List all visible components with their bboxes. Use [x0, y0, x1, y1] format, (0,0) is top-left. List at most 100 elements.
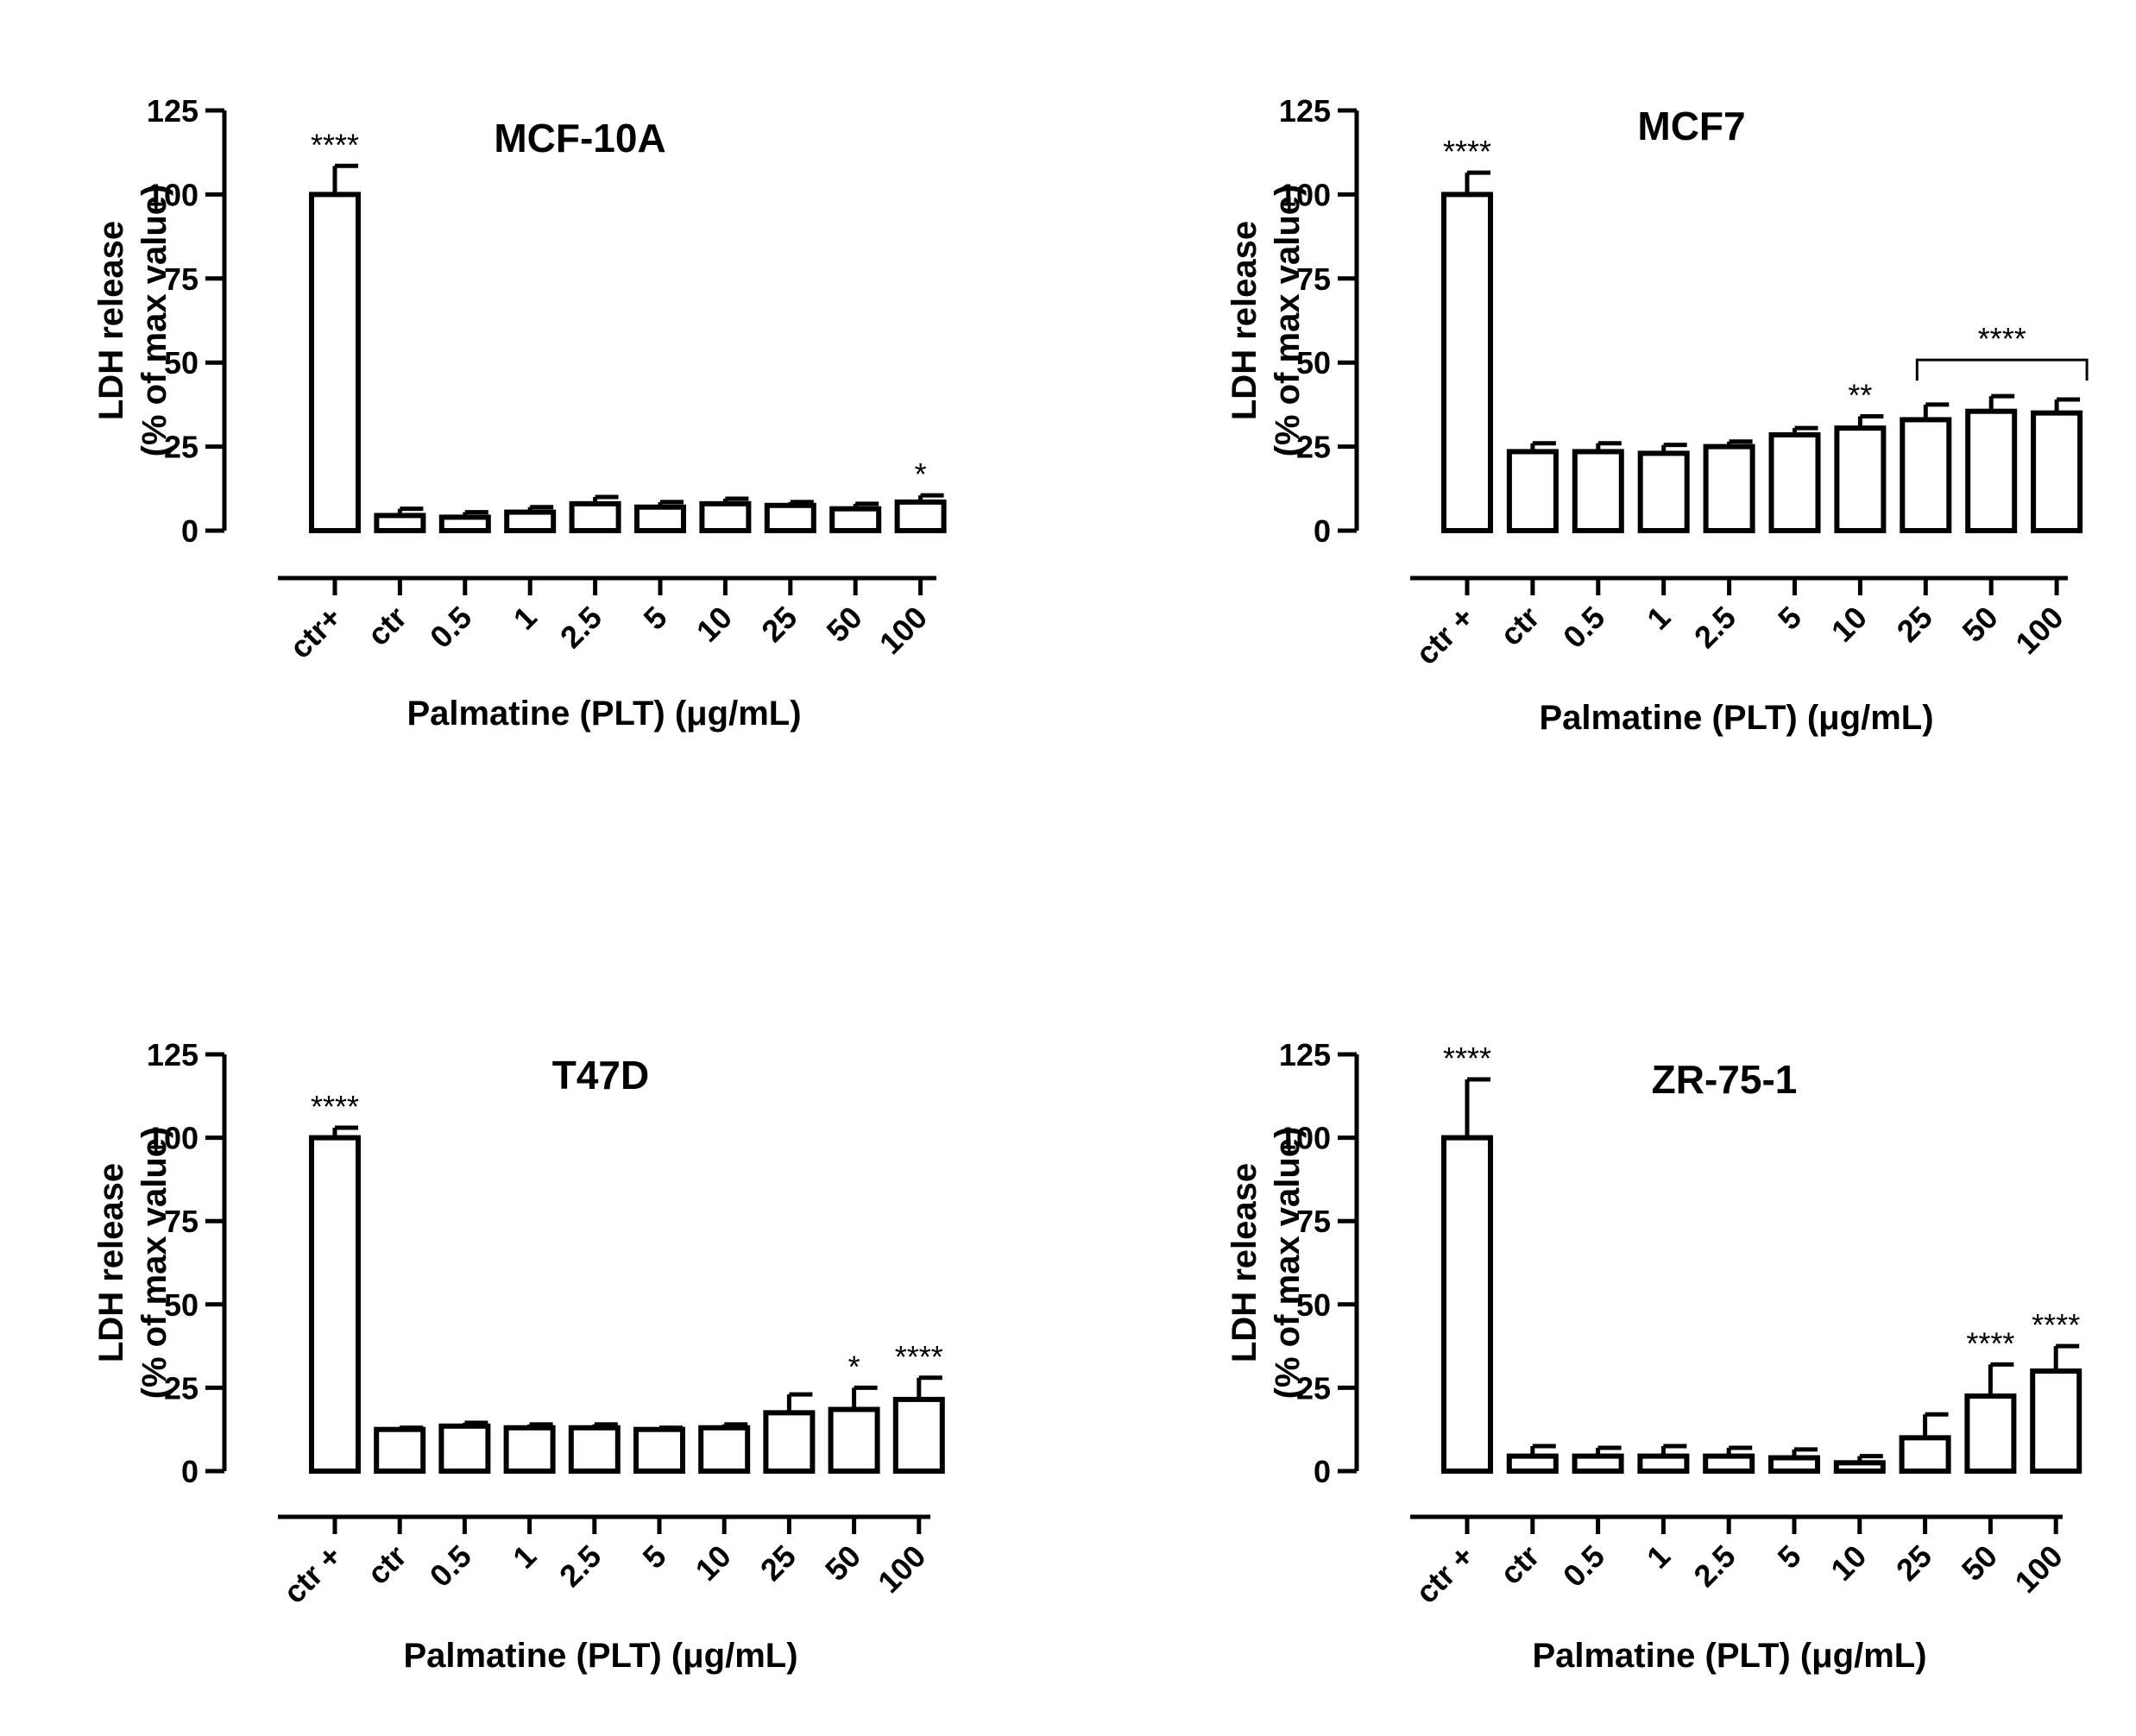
x-tick-label: 0.5	[1556, 1538, 1611, 1594]
bar	[1506, 1453, 1559, 1475]
bar	[2030, 1368, 2082, 1474]
significance-label: ****	[2032, 1307, 2080, 1343]
chart-title: MCF-10A	[494, 116, 665, 160]
y-tick-label: 100	[1279, 1121, 1331, 1156]
bar	[1506, 449, 1559, 533]
bar	[1768, 431, 1821, 533]
bar	[309, 192, 361, 533]
y-axis-title-line2: (% of max value)	[135, 1127, 173, 1399]
x-tick-label: 5	[1771, 600, 1808, 637]
y-tick-label: 50	[1296, 1287, 1331, 1323]
bar	[699, 500, 752, 533]
y-tick-label: 75	[1296, 261, 1331, 297]
significance-bracket	[1915, 358, 2089, 381]
bar	[1703, 443, 1755, 533]
y-axis-title: LDH release	[92, 1163, 130, 1362]
x-tick-label: ctr +	[1408, 600, 1480, 671]
chart-title: MCF7	[1637, 104, 1745, 148]
y-tick-label: 50	[164, 1287, 198, 1323]
bar	[763, 1410, 816, 1475]
significance-label: ****	[1443, 1041, 1491, 1076]
y-tick-label: 75	[164, 1204, 198, 1239]
bar	[503, 1425, 556, 1474]
y-tick-label: 25	[1296, 430, 1331, 465]
x-tick-label: ctr +	[1408, 1538, 1480, 1610]
significance-label: ****	[1443, 134, 1491, 169]
significance-label: **	[1848, 378, 1872, 413]
x-tick-label: 10	[1824, 1538, 1873, 1588]
x-tick-label: 50	[820, 600, 869, 649]
y-tick-label: 0	[1314, 1454, 1331, 1489]
x-tick-label: ctr	[1493, 600, 1547, 653]
x-axis-title: Palmatine (PLT) (μg/mL)	[1539, 699, 1933, 737]
bar	[1900, 417, 1952, 533]
bar	[828, 1406, 880, 1474]
x-tick-label: 10	[1824, 600, 1874, 649]
bar	[764, 502, 816, 534]
x-axis-title: Palmatine (PLT) (μg/mL)	[1532, 1637, 1926, 1675]
y-axis-title: LDH release	[92, 221, 130, 420]
bar	[1441, 1135, 1493, 1474]
x-tick-label: ctr	[360, 1538, 413, 1592]
chart-title: ZR-75-1	[1652, 1057, 1798, 1102]
x-tick-label: ctr	[361, 600, 414, 653]
x-tick-label: 10	[689, 1538, 738, 1588]
bar	[1768, 1455, 1820, 1474]
x-tick-label: 2.5	[553, 600, 608, 655]
bracket-label: ****	[1978, 321, 2026, 356]
bar	[1441, 192, 1493, 533]
significance-label: *	[848, 1349, 860, 1384]
bar	[569, 500, 621, 533]
x-tick-label: 25	[753, 1538, 803, 1588]
y-tick-label: 25	[164, 1370, 198, 1406]
bar	[698, 1425, 751, 1474]
x-tick-label: 0.5	[1556, 600, 1611, 655]
y-tick-label: 0	[1314, 513, 1331, 549]
bar	[1834, 425, 1887, 533]
y-tick-label: 100	[1279, 177, 1331, 212]
bar	[829, 506, 882, 534]
bar	[438, 514, 491, 534]
bar	[374, 1426, 426, 1474]
bar	[568, 1425, 621, 1474]
y-tick-label: 100	[147, 177, 198, 212]
bar	[1964, 1393, 2017, 1475]
bar	[1703, 1453, 1755, 1475]
y-tick-label: 100	[147, 1121, 198, 1156]
x-tick-label: ctr +	[276, 1538, 348, 1610]
x-tick-label: 100	[2008, 600, 2070, 661]
y-tick-label: 125	[1279, 93, 1331, 129]
y-axis-title-line2: (% of max value)	[135, 185, 173, 457]
bar	[1965, 408, 2018, 533]
x-tick-label: ctr+	[282, 600, 348, 665]
x-tick-label: 50	[1955, 1538, 2004, 1588]
bar	[309, 1135, 361, 1474]
bar	[894, 499, 947, 533]
y-axis-title-line2: (% of max value)	[1269, 1127, 1307, 1399]
x-axis-title: Palmatine (PLT) (μg/mL)	[406, 695, 801, 733]
y-tick-label: 0	[181, 513, 198, 549]
bar	[504, 509, 557, 534]
x-tick-label: 1	[1640, 600, 1677, 637]
bar	[1572, 449, 1624, 533]
bar	[374, 513, 426, 534]
y-tick-label: 50	[164, 345, 198, 381]
bar	[2031, 410, 2083, 534]
x-tick-label: 2.5	[1686, 1538, 1742, 1594]
x-tick-label: 100	[2007, 1538, 2069, 1600]
y-tick-label: 25	[1296, 1370, 1331, 1406]
x-tick-label: 25	[1890, 600, 1939, 649]
significance-label: ****	[1966, 1325, 2014, 1361]
bar	[634, 504, 686, 534]
bar	[1637, 450, 1690, 534]
y-axis-title-line2: (% of max value)	[1269, 185, 1307, 457]
x-tick-label: 1	[507, 600, 544, 637]
x-tick-label: 10	[690, 600, 739, 649]
y-tick-label: 75	[164, 261, 198, 297]
y-tick-label: 125	[147, 93, 198, 129]
x-tick-label: ctr	[1493, 1538, 1547, 1592]
x-tick-label: 50	[818, 1538, 867, 1588]
y-axis-title: LDH release	[1226, 1163, 1263, 1362]
